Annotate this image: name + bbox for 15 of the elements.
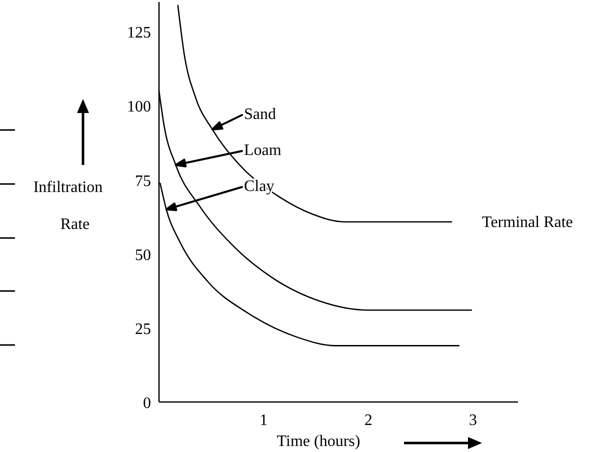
y-tick-label: 25 — [135, 320, 151, 338]
annotation: Sand — [244, 106, 276, 123]
annotation: Terminal Rate — [482, 214, 573, 231]
y-tick-label: 75 — [135, 172, 151, 190]
x-tick-label: 3 — [468, 412, 477, 429]
y-tick-label: 50 — [135, 246, 151, 264]
y-tick-label: 125 — [127, 24, 151, 42]
line-series — [177, 4, 453, 222]
y-tick-label: 0 — [143, 395, 151, 412]
x-tick-label: 1 — [260, 412, 268, 429]
text: Infiltration Rate — [33, 179, 103, 233]
x-tick-label: 2 — [364, 412, 372, 429]
y-tick-label: 100 — [127, 98, 151, 116]
x-axis-title: Time (hours) — [276, 433, 360, 450]
annotation: Loam — [244, 142, 282, 159]
